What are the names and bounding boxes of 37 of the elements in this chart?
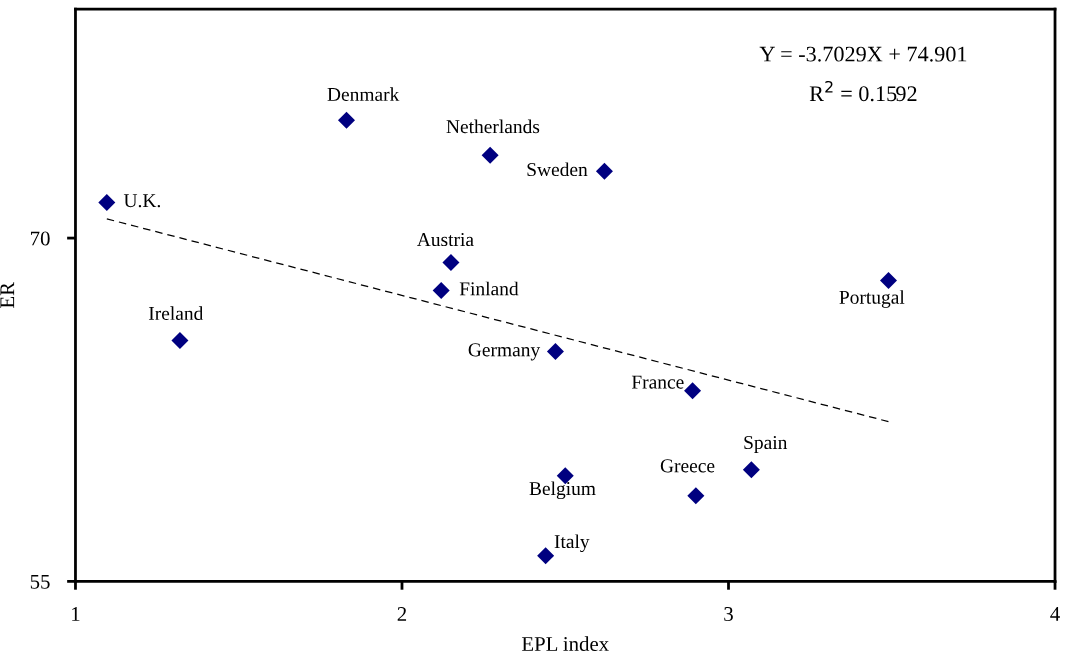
annotation: Greece (660, 459, 715, 473)
annotation: Sweden (527, 162, 588, 177)
annotation: Austria (416, 233, 474, 247)
point (879, 271, 897, 289)
point (595, 162, 613, 180)
point (537, 547, 555, 565)
point (432, 281, 450, 299)
y-tick-label: 70 (31, 231, 50, 246)
annotation: Portugal (839, 290, 905, 308)
point (687, 487, 705, 505)
point (442, 254, 460, 272)
point (742, 461, 760, 479)
x-tick-label: 1 (72, 607, 80, 621)
x-tick-label: 4 (1050, 607, 1060, 621)
x-tick-label: 2 (397, 607, 407, 621)
annotation: France (631, 375, 684, 389)
point (171, 332, 189, 350)
annotation: Y = -3.7029X + 74.901 (759, 46, 967, 62)
point (337, 111, 355, 129)
y-axis-title: ER (0, 282, 15, 309)
point (481, 146, 499, 164)
annotation: Denmark (327, 87, 400, 101)
point (98, 193, 116, 211)
annotation: Spain (744, 436, 788, 454)
point (546, 343, 564, 361)
annotation: Ireland (148, 306, 204, 320)
annotation: Netherlands (446, 119, 540, 134)
annotation: Germany (468, 343, 541, 361)
annotation: Italy (554, 534, 590, 553)
annotation: Finland (459, 281, 519, 296)
annotation: Belgium (529, 481, 596, 500)
x-tick-label: 3 (724, 607, 733, 622)
x-axis-title: EPL index (521, 636, 609, 652)
annotation: U.K. (123, 194, 161, 208)
point (684, 382, 702, 400)
annotation: R$^{2}$ = 0.1592 (809, 80, 917, 102)
y-tick-label: 55 (30, 574, 50, 589)
